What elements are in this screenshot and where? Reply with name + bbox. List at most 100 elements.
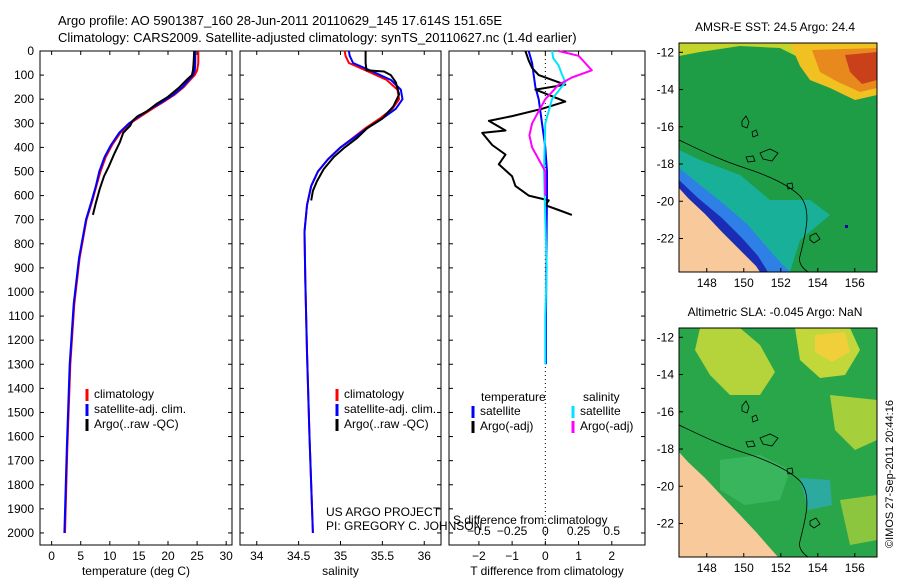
ytick-label: 700 (14, 213, 34, 227)
xtick-label: 35 (334, 549, 348, 563)
map-ytick-label: -20 (657, 479, 675, 493)
map-ytick-label: -12 (657, 45, 675, 59)
temperature-panel: 0100200300400500600700800900100011001200… (7, 44, 233, 578)
ytick-label: 800 (14, 237, 34, 251)
map-xtick-label: 150 (734, 561, 754, 575)
ytick-label: 1200 (7, 333, 34, 347)
sst-map-title: AMSR-E SST: 24.5 Argo: 24.4 (695, 20, 855, 34)
series-line-argo---raw--qc- (91, 50, 196, 216)
plot-frame-1 (239, 50, 442, 546)
xtick-label: 34 (250, 549, 264, 563)
ytick-label: 2000 (7, 526, 34, 540)
sst-shelf-contour (679, 139, 809, 272)
series-line-argo---raw--qc- (310, 51, 401, 201)
s-tick-label: 0 (542, 524, 549, 538)
salinity-panel: 34 34.5 35 35.5 36 salinity climatologysatelli… (239, 50, 442, 578)
sst-hottest-patch (845, 52, 877, 84)
ytick-label: 1100 (8, 309, 34, 323)
map-ytick-label: -18 (657, 157, 675, 171)
ytick-label: 500 (14, 164, 34, 178)
ytick-label: 1800 (7, 478, 34, 492)
xtick-label: 34.5 (287, 549, 311, 563)
xtick-label: 0 (542, 549, 549, 563)
sla-reefs (741, 400, 821, 529)
ytick-label: 1400 (7, 381, 34, 395)
s-tick-label: 0.5 (603, 524, 620, 538)
legend-label: climatology (94, 387, 154, 401)
sst-map: 148 150 152 154 156 -12 -14 -16 -18 -20 -22 (657, 42, 878, 290)
map-xtick-label: 150 (734, 276, 754, 290)
sst-reefs (741, 115, 821, 244)
sst-cool-band (679, 150, 830, 272)
map-ytick-label: -12 (657, 330, 675, 344)
map-xtick-label: 148 (697, 276, 717, 290)
map-ytick-label: -22 (657, 231, 675, 245)
xtick-label: 35.5 (371, 549, 395, 563)
xtick-label: 20 (161, 549, 175, 563)
title-line-1: Argo profile: AO 5901387_160 28-Jun-2011… (58, 13, 502, 28)
map-ytick-label: -16 (657, 120, 675, 134)
xtick-label: 0 (48, 549, 55, 563)
map-ytick-label: -20 (657, 194, 675, 208)
xtick-label: 25 (190, 549, 204, 563)
ytick-label: 1300 (7, 357, 34, 371)
xtick-label: 15 (132, 549, 146, 563)
map-ytick-label: -16 (657, 405, 675, 419)
ytick-label: 1600 (7, 430, 34, 444)
sla-shelf-contour (679, 424, 809, 557)
legend-label: satellite-adj. clim. (94, 402, 186, 416)
map-ytick-label: -22 (657, 516, 675, 530)
ytick-label: 1700 (7, 454, 34, 468)
sst-pixel (845, 225, 848, 228)
map-xtick-label: 148 (697, 561, 717, 575)
sla-high-1 (695, 328, 775, 395)
series-line-satellite-adj--clim- (303, 50, 404, 534)
legend-label: satellite-adj. clim. (344, 402, 436, 416)
title-line-2: Climatology: CARS2009. Satellite-adjuste… (58, 30, 577, 45)
map-xtick-label: 152 (771, 276, 791, 290)
sst-coast-land (679, 188, 760, 272)
map-xtick-label: 156 (845, 561, 865, 575)
ytick-label: 400 (14, 140, 34, 154)
map-ytick-label: -14 (657, 368, 675, 382)
xtick-label: −1 (505, 549, 519, 563)
map-xtick-label: 156 (845, 276, 865, 290)
ytick-label: 200 (14, 92, 34, 106)
legend-label: climatology (344, 387, 404, 401)
s-tick-label: −0.25 (497, 524, 528, 538)
xtick-label: 1 (575, 549, 582, 563)
series-line-s-satellite (543, 50, 567, 365)
sla-mid-2 (840, 495, 877, 545)
legend-label: Argo(-adj) (580, 419, 633, 433)
map-xtick-label: 154 (808, 561, 828, 575)
ytick-label: 300 (14, 116, 34, 130)
legend-label: satellite (580, 404, 621, 418)
annotation-line-2: PI: GREGORY C. JOHNSON (326, 519, 482, 533)
x-axis-label: temperature (deg C) (82, 564, 190, 578)
plot-frame-0 (39, 50, 233, 546)
legend-title: temperature (481, 390, 546, 404)
sla-highest (815, 332, 850, 362)
sst-coastal-coldest (679, 180, 768, 272)
sla-high-3 (830, 395, 877, 450)
map-xtick-label: 154 (808, 276, 828, 290)
legend-label: Argo(..raw -QC) (344, 417, 429, 431)
series-line-climatology (303, 50, 401, 534)
sla-low-1 (800, 478, 832, 510)
ytick-label: 1000 (7, 285, 34, 299)
ytick-label: 0 (27, 44, 34, 58)
sla-coast-land (679, 452, 778, 557)
series-line-s-argo--adj- (528, 50, 593, 196)
xtick-label: 10 (103, 549, 117, 563)
s-tick-label: 0.25 (567, 524, 591, 538)
legend-title: salinity (583, 390, 620, 404)
x-axis-label: salinity (322, 564, 359, 578)
xtick-label: 5 (77, 549, 84, 563)
map-ytick-label: -18 (657, 442, 675, 456)
series-line-t-argo--adj- (481, 50, 573, 216)
annotation-line-1: US ARGO PROJECT (326, 505, 441, 519)
ytick-label: 1900 (7, 502, 34, 516)
xtick-label: 2 (608, 549, 615, 563)
sla-map-title: Altimetric SLA: -0.045 Argo: NaN (688, 305, 863, 319)
